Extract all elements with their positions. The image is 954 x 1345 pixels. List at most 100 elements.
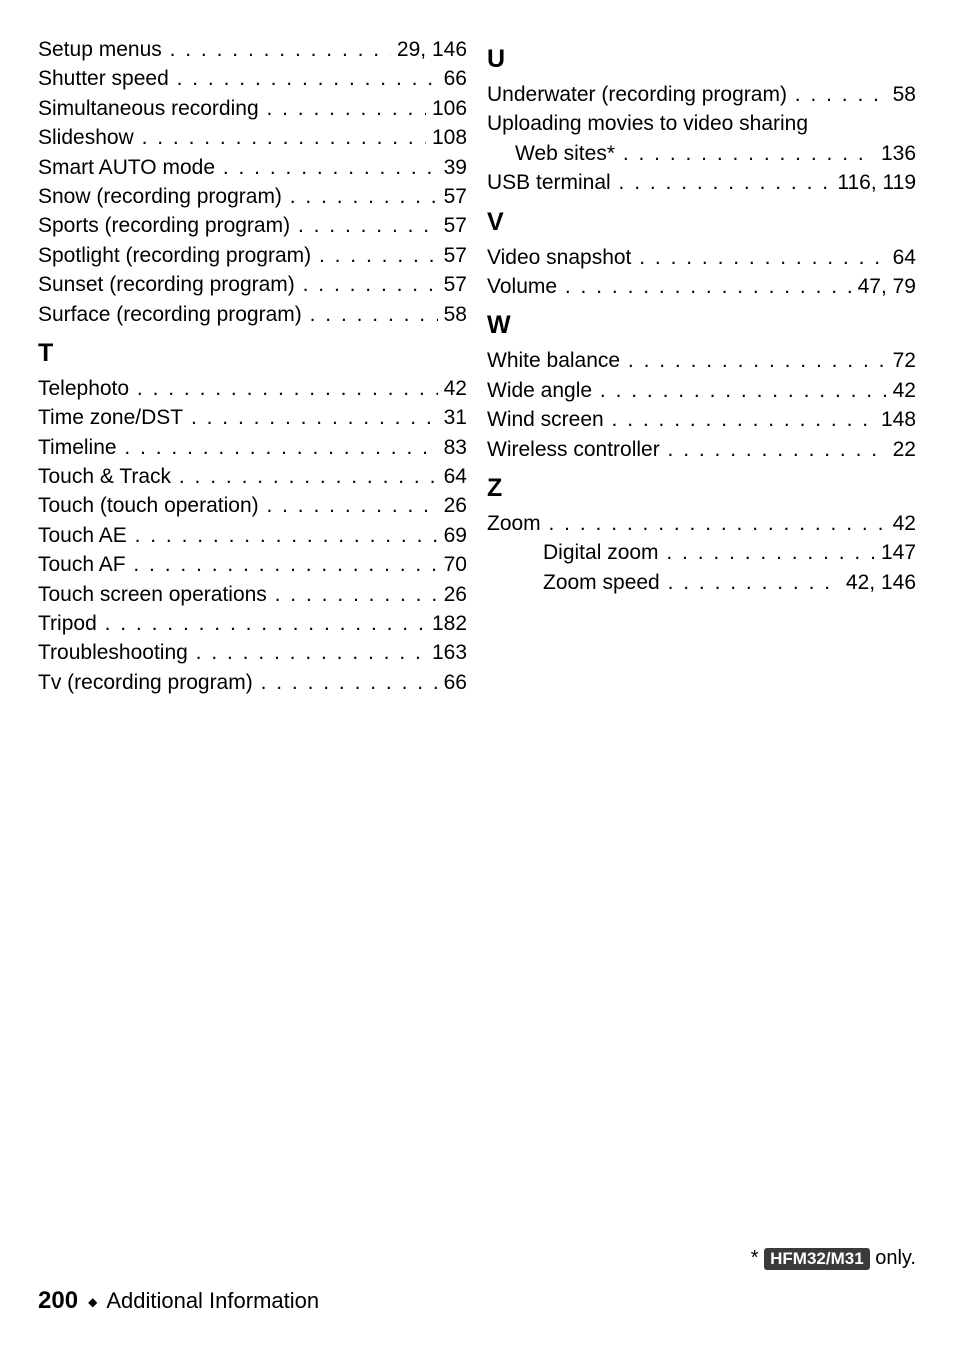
- entry-label: Touch AE: [38, 521, 133, 550]
- entry-page: 57: [438, 182, 467, 211]
- index-entry: Sports (recording program) . . . . . . .…: [38, 211, 467, 240]
- entry-page: 136: [875, 139, 916, 168]
- entry-page: 182: [426, 609, 467, 638]
- entry-label: Zoom speed: [543, 568, 666, 597]
- entry-page: 106: [426, 94, 467, 123]
- entry-label: Touch (touch operation): [38, 491, 264, 520]
- entry-page: 57: [438, 211, 467, 240]
- index-entry: Touch screen operations . . . . . . . . …: [38, 580, 467, 609]
- leader-dots: . . . . . . . . . . . . . . . . . . . . …: [621, 139, 875, 168]
- index-entry: Sunset (recording program) . . . . . . .…: [38, 270, 467, 299]
- entry-label: Simultaneous recording: [38, 94, 264, 123]
- entry-page: 72: [887, 346, 916, 375]
- entry-label: Surface (recording program): [38, 300, 308, 329]
- leader-dots: . . . . . . . . . . . . . . . . . . . . …: [296, 211, 438, 240]
- section-letter: U: [487, 45, 916, 74]
- entry-page: 58: [887, 80, 916, 109]
- leader-dots: . . . . . . . . . . . . . . . . . . . . …: [133, 521, 438, 550]
- entry-page: 148: [875, 405, 916, 434]
- entry-page: 66: [438, 64, 467, 93]
- index-entry: Timeline . . . . . . . . . . . . . . . .…: [38, 433, 467, 462]
- index-entry: Touch AE . . . . . . . . . . . . . . . .…: [38, 521, 467, 550]
- entry-label: Slideshow: [38, 123, 140, 152]
- entry-page: 47, 79: [852, 272, 916, 301]
- leader-dots: . . . . . . . . . . . . . . . . . . . . …: [308, 300, 438, 329]
- entry-page: 39: [438, 153, 467, 182]
- entry-page: 26: [438, 491, 467, 520]
- entry-label: Wide angle: [487, 376, 598, 405]
- footnote-prefix: *: [751, 1247, 764, 1269]
- leader-dots: . . . . . . . . . . . . . . . . . . . . …: [264, 94, 426, 123]
- leader-dots: . . . . . . . . . . . . . . . . . . . . …: [637, 243, 887, 272]
- index-entry: Shutter speed . . . . . . . . . . . . . …: [38, 64, 467, 93]
- index-entry: Tripod . . . . . . . . . . . . . . . . .…: [38, 609, 467, 638]
- leader-dots: . . . . . . . . . . . . . . . . . . . . …: [301, 270, 438, 299]
- entry-page: 22: [887, 435, 916, 464]
- section-letter: Z: [487, 474, 916, 503]
- index-entry: White balance . . . . . . . . . . . . . …: [487, 346, 916, 375]
- entry-label: Spotlight (recording program): [38, 241, 317, 270]
- entry-page: 57: [438, 270, 467, 299]
- entry-label: Web sites*: [515, 139, 621, 168]
- page-footer: 200 ◆ Additional Information: [38, 1287, 319, 1315]
- leader-dots: . . . . . . . . . . . . . . . . . . . . …: [131, 550, 437, 579]
- leader-dots: . . . . . . . . . . . . . . . . . . . . …: [666, 568, 841, 597]
- entry-page: 42: [887, 509, 916, 538]
- index-entry: Snow (recording program) . . . . . . . .…: [38, 182, 467, 211]
- entry-label: Troubleshooting: [38, 638, 194, 667]
- entry-label: Sports (recording program): [38, 211, 296, 240]
- index-entry: Surface (recording program) . . . . . . …: [38, 300, 467, 329]
- entry-page: 57: [438, 241, 467, 270]
- entry-label: Wireless controller: [487, 435, 666, 464]
- leader-dots: . . . . . . . . . . . . . . . . . . . . …: [288, 182, 438, 211]
- leader-dots: . . . . . . . . . . . . . . . . . . . . …: [610, 405, 876, 434]
- footnote: * HFM32/M31 only.: [751, 1247, 916, 1270]
- index-entry: Spotlight (recording program) . . . . . …: [38, 241, 467, 270]
- entry-page: 42, 146: [840, 568, 916, 597]
- entry-label: Volume: [487, 272, 563, 301]
- leader-dots: . . . . . . . . . . . . . . . . . . . . …: [135, 374, 438, 403]
- entry-page: 69: [438, 521, 467, 550]
- section-letter: W: [487, 311, 916, 340]
- leader-dots: . . . . . . . . . . . . . . . . . . . . …: [547, 509, 887, 538]
- entry-page: 42: [887, 376, 916, 405]
- leader-dots: . . . . . . . . . . . . . . . . . . . . …: [598, 376, 887, 405]
- section-title: Additional Information: [106, 1288, 319, 1313]
- index-entry: Web sites* . . . . . . . . . . . . . . .…: [487, 139, 916, 168]
- entry-label: Sunset (recording program): [38, 270, 301, 299]
- entry-label: Zoom: [487, 509, 547, 538]
- entry-label: Video snapshot: [487, 243, 637, 272]
- index-entry: Digital zoom . . . . . . . . . . . . . .…: [487, 538, 916, 567]
- entry-label: Tv (recording program): [38, 668, 259, 697]
- right-column: UUnderwater (recording program) . . . . …: [487, 35, 916, 697]
- entry-label: White balance: [487, 346, 626, 375]
- entry-page: 26: [438, 580, 467, 609]
- index-entry: Wind screen . . . . . . . . . . . . . . …: [487, 405, 916, 434]
- entry-label: Time zone/DST: [38, 403, 189, 432]
- entry-page: 163: [426, 638, 467, 667]
- index-entry: Touch AF . . . . . . . . . . . . . . . .…: [38, 550, 467, 579]
- leader-dots: . . . . . . . . . . . . . . . . . . . . …: [259, 668, 438, 697]
- index-entry-wrapped: Uploading movies to video sharing: [487, 109, 916, 138]
- index-entry: Slideshow . . . . . . . . . . . . . . . …: [38, 123, 467, 152]
- entry-page: 64: [438, 462, 467, 491]
- entry-page: 29, 146: [391, 35, 467, 64]
- left-column: Setup menus . . . . . . . . . . . . . . …: [38, 35, 467, 697]
- index-entry: Wireless controller . . . . . . . . . . …: [487, 435, 916, 464]
- entry-page: 70: [438, 550, 467, 579]
- leader-dots: . . . . . . . . . . . . . . . . . . . . …: [617, 168, 832, 197]
- entry-page: 31: [438, 403, 467, 432]
- leader-dots: . . . . . . . . . . . . . . . . . . . . …: [194, 638, 426, 667]
- index-entry: Tv (recording program) . . . . . . . . .…: [38, 668, 467, 697]
- entry-label: Tripod: [38, 609, 103, 638]
- leader-dots: . . . . . . . . . . . . . . . . . . . . …: [122, 433, 437, 462]
- entry-page: 108: [426, 123, 467, 152]
- entry-label: Touch screen operations: [38, 580, 273, 609]
- leader-dots: . . . . . . . . . . . . . . . . . . . . …: [189, 403, 438, 432]
- index-entry: Simultaneous recording . . . . . . . . .…: [38, 94, 467, 123]
- entry-label: Setup menus: [38, 35, 168, 64]
- entry-label: Touch & Track: [38, 462, 177, 491]
- index-entry: Touch (touch operation) . . . . . . . . …: [38, 491, 467, 520]
- index-content: Setup menus . . . . . . . . . . . . . . …: [0, 0, 954, 697]
- index-entry: Touch & Track . . . . . . . . . . . . . …: [38, 462, 467, 491]
